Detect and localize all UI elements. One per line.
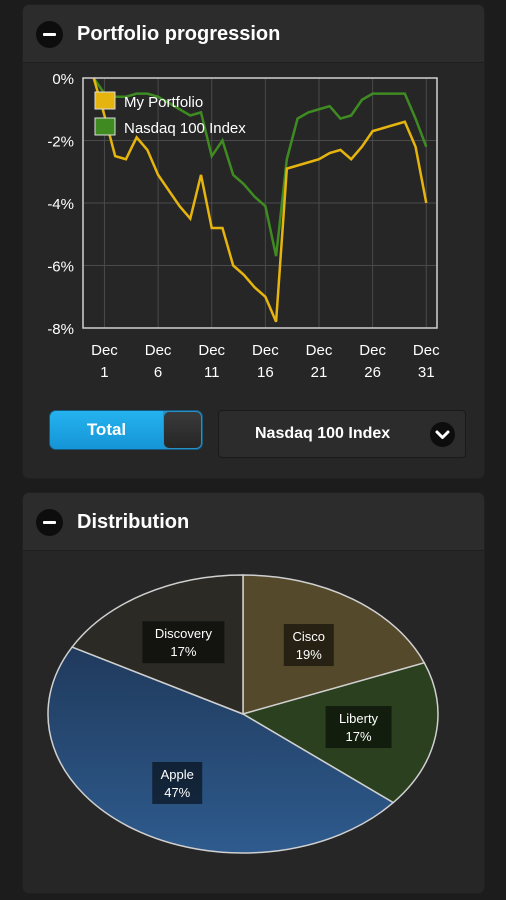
total-toggle[interactable]: Total	[50, 411, 202, 449]
x-tick-label: Dec 26	[359, 342, 386, 381]
x-tick-label: Dec 31	[413, 342, 440, 381]
benchmark-select[interactable]: Nasdaq 100 Index	[218, 410, 466, 458]
slice-label-bg	[283, 624, 334, 667]
benchmark-select-label: Nasdaq 100 Index	[255, 425, 391, 442]
slice-label-bg	[142, 621, 225, 664]
panel-title: Distribution	[77, 511, 190, 533]
slice-label: Cisco	[293, 629, 326, 644]
legend-label: My Portfolio	[124, 94, 203, 111]
slice-percent: 19%	[296, 647, 322, 662]
toggle-label: Total	[50, 411, 163, 449]
slice-label: Apple	[161, 767, 194, 782]
distribution-pie-chart: Cisco 19% Liberty 17% Apple 47% Discovery 17%	[47, 574, 439, 854]
toggle-knob[interactable]	[164, 412, 201, 448]
legend-swatch	[94, 91, 116, 110]
y-tick-label: -6%	[47, 259, 74, 276]
slice-percent: 17%	[346, 729, 372, 744]
panel-title: Portfolio progression	[77, 23, 281, 45]
y-tick-label: -2%	[47, 134, 74, 151]
pie-slice-apple	[47, 646, 395, 854]
slice-percent: 17%	[170, 644, 196, 659]
collapse-minus-icon[interactable]	[36, 509, 63, 536]
y-tick-label: 0%	[52, 71, 74, 88]
chevron-down-icon[interactable]	[430, 422, 455, 447]
slice-label: Discovery	[155, 626, 213, 641]
portfolio-line-chart: 0% -2% -4% -6% -8% Dec 1 Dec 6 Dec 11 Dec 16 Dec 21 Dec…	[47, 71, 440, 381]
portfolio-series-line	[92, 77, 428, 323]
slice-percent: 47%	[164, 785, 190, 800]
slice-label-bg	[325, 706, 392, 749]
legend-swatch	[94, 117, 116, 136]
portfolio-panel-header: Portfolio progression	[23, 5, 484, 63]
y-tick-label: -4%	[47, 196, 74, 213]
plot-border	[82, 77, 438, 329]
distribution-panel-header: Distribution	[23, 493, 484, 551]
x-tick-label: Dec 21	[306, 342, 333, 381]
slice-label-bg	[152, 761, 203, 804]
x-tick-label: Dec 16	[252, 342, 279, 381]
x-tick-label: Dec 11	[198, 342, 225, 381]
x-tick-label: Dec 1	[91, 342, 118, 381]
legend-label: Nasdaq 100 Index	[124, 120, 246, 137]
slice-label: Liberty	[339, 711, 379, 726]
y-tick-label: -8%	[47, 321, 74, 338]
nasdaq-series-line	[92, 77, 428, 257]
collapse-minus-icon[interactable]	[36, 21, 63, 48]
x-tick-label: Dec 6	[145, 342, 172, 381]
